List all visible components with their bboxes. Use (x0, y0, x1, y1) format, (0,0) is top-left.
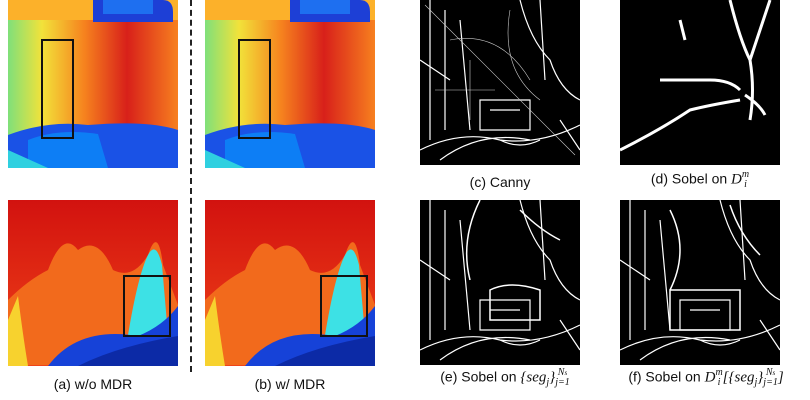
caption-text: [{seg (723, 370, 755, 386)
caption-text: D (731, 172, 742, 188)
sub: j=1 (763, 378, 778, 388)
depth-map (8, 0, 178, 168)
caption-text: (c) Canny (470, 174, 531, 190)
edge-map (420, 0, 580, 165)
depth-map (205, 0, 375, 168)
edge-map (620, 0, 780, 165)
caption-text: (e) Sobel on (440, 369, 520, 385)
caption-text: (a) w/o MDR (54, 376, 133, 392)
divider (190, 0, 192, 372)
caption-text: {seg (520, 370, 546, 386)
caption-text: (f) Sobel on (628, 369, 704, 385)
sub: j=1 (555, 378, 570, 388)
caption-text: (d) Sobel on (651, 171, 731, 187)
caption: (a) w/o MDR (54, 376, 133, 392)
caption-text: D (705, 370, 716, 386)
caption-text: (b) w/ MDR (255, 376, 326, 392)
depth-map (205, 200, 375, 366)
sup-sub: s (773, 369, 776, 377)
caption-text: ] (778, 370, 784, 386)
sup-sub: s (564, 369, 567, 377)
caption: (b) w/ MDR (255, 376, 326, 392)
depth-map (8, 200, 178, 366)
edge-map (420, 200, 580, 365)
caption: (c) Canny (470, 174, 531, 190)
edge-map (620, 200, 780, 365)
sub: i (742, 180, 749, 190)
figure: (a) w/o MDR (b) w/ MDR (c) Canny (d) Sob… (0, 0, 810, 400)
